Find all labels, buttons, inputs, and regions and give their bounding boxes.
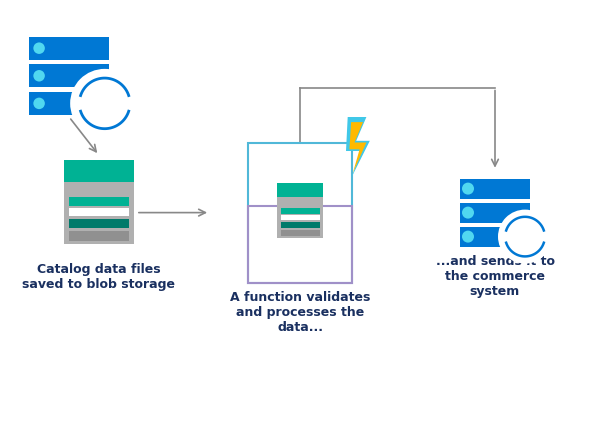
Ellipse shape bbox=[498, 210, 552, 264]
FancyBboxPatch shape bbox=[29, 92, 109, 115]
FancyBboxPatch shape bbox=[69, 197, 129, 206]
Ellipse shape bbox=[34, 98, 45, 109]
FancyBboxPatch shape bbox=[29, 37, 109, 60]
FancyBboxPatch shape bbox=[64, 160, 134, 181]
FancyBboxPatch shape bbox=[64, 181, 134, 244]
Ellipse shape bbox=[34, 70, 45, 82]
Text: Catalog data files
saved to blob storage: Catalog data files saved to blob storage bbox=[23, 263, 176, 290]
Text: A function validates
and processes the
data...: A function validates and processes the d… bbox=[230, 290, 370, 333]
Ellipse shape bbox=[34, 43, 45, 54]
Polygon shape bbox=[349, 122, 367, 173]
FancyBboxPatch shape bbox=[281, 230, 320, 236]
Ellipse shape bbox=[462, 207, 474, 218]
FancyBboxPatch shape bbox=[69, 208, 129, 216]
FancyBboxPatch shape bbox=[248, 143, 352, 282]
FancyBboxPatch shape bbox=[69, 219, 129, 228]
FancyBboxPatch shape bbox=[281, 221, 320, 228]
FancyBboxPatch shape bbox=[277, 183, 323, 197]
FancyBboxPatch shape bbox=[277, 197, 323, 238]
FancyBboxPatch shape bbox=[460, 179, 530, 199]
Ellipse shape bbox=[462, 231, 474, 242]
FancyBboxPatch shape bbox=[460, 226, 530, 247]
Ellipse shape bbox=[462, 183, 474, 195]
FancyBboxPatch shape bbox=[69, 231, 129, 240]
Polygon shape bbox=[346, 117, 370, 178]
FancyBboxPatch shape bbox=[29, 64, 109, 87]
Text: ...and sends it to
the commerce
system: ...and sends it to the commerce system bbox=[436, 255, 554, 298]
FancyBboxPatch shape bbox=[460, 203, 530, 223]
Ellipse shape bbox=[70, 69, 139, 138]
FancyBboxPatch shape bbox=[281, 208, 320, 213]
FancyBboxPatch shape bbox=[281, 215, 320, 220]
